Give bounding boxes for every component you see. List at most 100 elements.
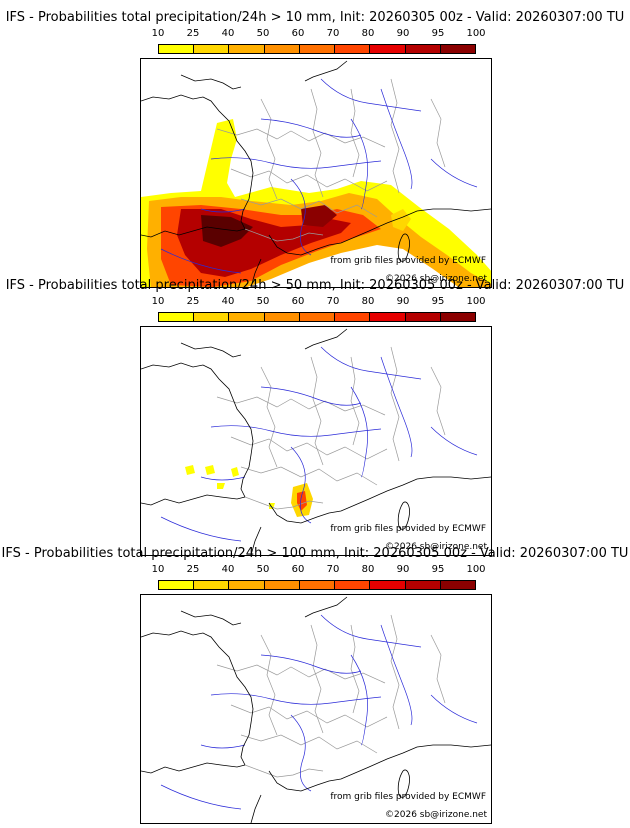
precip-area bbox=[231, 467, 239, 477]
coastline bbox=[268, 476, 491, 524]
colorbar-tick-label: 95 bbox=[431, 564, 445, 575]
river bbox=[260, 654, 362, 674]
colorbar-tick-label: 25 bbox=[186, 28, 200, 39]
colorbar-segment bbox=[335, 581, 371, 589]
colorbar-segment bbox=[405, 581, 441, 589]
precip-area bbox=[205, 465, 215, 475]
coastline bbox=[397, 501, 410, 530]
colorbar-tick-label: 90 bbox=[396, 564, 410, 575]
colorbar-ticks: 10 25 40 50 60 70 80 90 95 100 bbox=[0, 296, 630, 310]
colorbar-tick-label: 80 bbox=[361, 296, 375, 307]
admin-border bbox=[390, 346, 400, 462]
precip-area bbox=[185, 465, 195, 475]
colorbar-ticks: 10 25 40 50 60 70 80 90 95 100 bbox=[0, 28, 630, 42]
admin-border bbox=[430, 98, 446, 168]
coastline bbox=[141, 762, 246, 774]
colorbar bbox=[158, 44, 476, 54]
colorbar-segment bbox=[405, 313, 441, 321]
precip-area bbox=[297, 491, 307, 511]
colorbar-tick-label: 10 bbox=[151, 28, 165, 39]
admin-border bbox=[260, 366, 278, 468]
admin-border bbox=[350, 624, 360, 714]
colorbar-segment bbox=[159, 313, 195, 321]
admin-border bbox=[260, 98, 278, 200]
colorbar-tick-label: 50 bbox=[256, 564, 270, 575]
river bbox=[350, 654, 368, 746]
colorbar-segment bbox=[194, 45, 230, 53]
coastline bbox=[304, 596, 348, 618]
colorbar-tick-label: 100 bbox=[466, 564, 486, 575]
colorbar-segment bbox=[405, 45, 441, 53]
source-credit: from grib files provided by ECMWF bbox=[330, 792, 486, 802]
colorbar-ticks: 10 25 40 50 60 70 80 90 95 100 bbox=[0, 564, 630, 578]
coastline bbox=[304, 60, 348, 82]
admin-border bbox=[216, 664, 386, 684]
river bbox=[350, 118, 368, 210]
admin-border bbox=[310, 356, 324, 466]
colorbar-tick-label: 70 bbox=[326, 564, 340, 575]
colorbar-segment bbox=[264, 581, 300, 589]
river bbox=[350, 386, 368, 478]
admin-border bbox=[310, 88, 324, 198]
colorbar-tick-label: 25 bbox=[186, 296, 200, 307]
map-panel-10mm: IFS - Probabilities total precipitation/… bbox=[0, 10, 630, 288]
precip-area bbox=[391, 209, 411, 231]
precip-map: from grib files provided by ECMWF ©2026 … bbox=[140, 326, 492, 556]
colorbar-segment bbox=[335, 45, 371, 53]
colorbar-tick-label: 50 bbox=[256, 28, 270, 39]
coastline bbox=[250, 526, 262, 555]
copyright-credit: ©2026 sb@irizone.net bbox=[385, 810, 487, 820]
admin-border bbox=[230, 704, 388, 728]
coastline bbox=[304, 328, 348, 350]
river bbox=[290, 714, 312, 792]
colorbar-tick-label: 25 bbox=[186, 564, 200, 575]
coastline bbox=[141, 362, 254, 498]
admin-border bbox=[430, 634, 446, 704]
coastline bbox=[141, 94, 254, 230]
colorbar-tick-label: 90 bbox=[396, 28, 410, 39]
colorbar-tick-label: 95 bbox=[431, 28, 445, 39]
colorbar-tick-label: 50 bbox=[256, 296, 270, 307]
colorbar bbox=[158, 580, 476, 590]
map-canvas bbox=[141, 596, 491, 823]
river bbox=[260, 118, 362, 138]
panel-title: IFS - Probabilities total precipitation/… bbox=[1, 546, 629, 561]
coastline bbox=[141, 494, 246, 506]
coastline bbox=[250, 258, 262, 287]
colorbar-segment bbox=[370, 313, 406, 321]
admin-border bbox=[430, 366, 446, 436]
admin-border bbox=[310, 624, 324, 734]
colorbar-tick-label: 40 bbox=[221, 564, 235, 575]
admin-border bbox=[230, 168, 388, 192]
panel-title: IFS - Probabilities total precipitation/… bbox=[5, 278, 625, 293]
coastline bbox=[397, 769, 410, 798]
river bbox=[430, 158, 478, 188]
colorbar-tick-label: 40 bbox=[221, 296, 235, 307]
map-canvas bbox=[141, 60, 491, 287]
river bbox=[160, 248, 242, 274]
admin-border bbox=[240, 466, 378, 486]
panel-title: IFS - Probabilities total precipitation/… bbox=[5, 10, 625, 25]
river bbox=[290, 178, 312, 256]
admin-border bbox=[390, 614, 400, 730]
admin-border bbox=[244, 496, 324, 510]
river bbox=[320, 346, 422, 380]
colorbar-tick-label: 60 bbox=[291, 296, 305, 307]
river bbox=[210, 693, 382, 705]
precip-area bbox=[217, 483, 225, 489]
colorbar-segment bbox=[159, 581, 195, 589]
river bbox=[260, 386, 362, 406]
colorbar-tick-label: 100 bbox=[466, 28, 486, 39]
admin-border bbox=[390, 78, 400, 194]
colorbar-tick-label: 60 bbox=[291, 28, 305, 39]
river bbox=[290, 446, 312, 524]
map-panel-100mm: IFS - Probabilities total precipitation/… bbox=[0, 546, 630, 824]
colorbar-segment bbox=[299, 581, 336, 589]
river bbox=[160, 516, 242, 542]
precip-map: from grib files provided by ECMWF ©2026 … bbox=[140, 58, 492, 288]
river bbox=[380, 624, 413, 726]
river bbox=[320, 78, 422, 112]
coastline bbox=[180, 342, 242, 358]
colorbar-segment bbox=[159, 45, 195, 53]
colorbar-segment bbox=[370, 581, 406, 589]
